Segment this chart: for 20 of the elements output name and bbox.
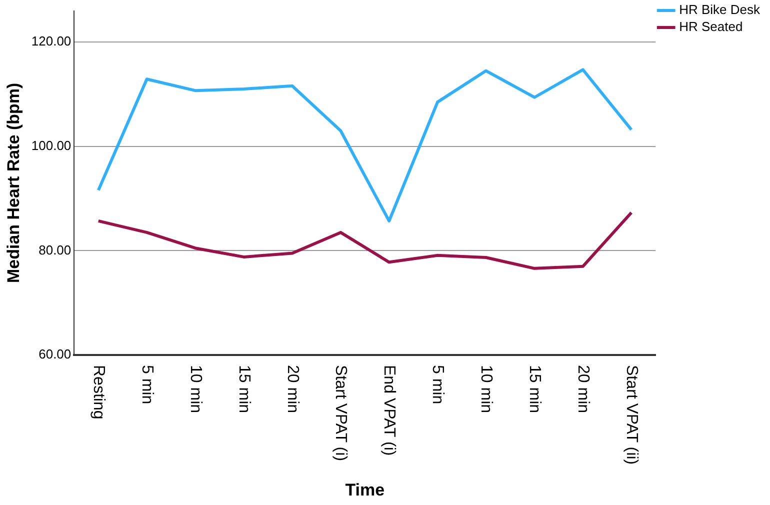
y-tick-label: 120.00 (31, 34, 72, 49)
y-tick-label: 60.00 (38, 346, 72, 362)
x-tick-label: 10 min (478, 365, 495, 414)
legend-label: HR Bike Desk (679, 2, 760, 18)
x-tick-label: Resting (90, 365, 107, 420)
y-tick-label: 80.00 (38, 242, 72, 258)
x-tick-label: 5 min (138, 365, 156, 404)
x-tick-label: Start VPAT (i) (332, 365, 350, 462)
y-tick-label: 100.00 (31, 138, 72, 153)
x-axis-title: Time (345, 480, 385, 500)
x-tick-label: 15 min (235, 365, 252, 414)
x-tick-label: Start VPAT (ii) (622, 365, 640, 465)
x-tick-label: End VPAT (i) (380, 365, 398, 456)
y-axis-title: Median Heart Rate (bpm) (4, 82, 23, 284)
x-tick-label: 10 min (186, 365, 204, 414)
x-tick-label: 20 min (284, 365, 301, 414)
x-tick-label: 20 min (574, 365, 592, 414)
x-tick-label: 15 min (526, 365, 544, 414)
legend-label: HR Seated (679, 19, 743, 34)
x-tick-label: 5 min (429, 365, 446, 404)
